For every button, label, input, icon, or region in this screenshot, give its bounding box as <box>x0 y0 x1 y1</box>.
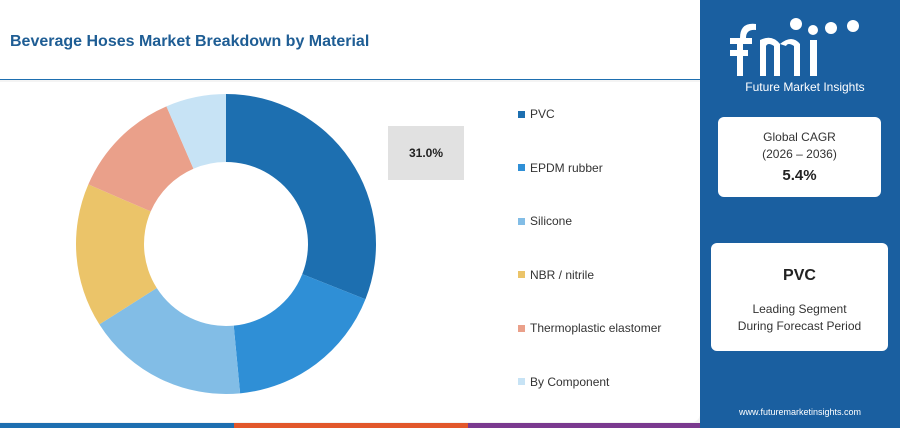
donut-slice-1 <box>226 94 376 300</box>
website-link[interactable]: www.futuremarketinsights.com <box>738 407 862 417</box>
legend-swatch <box>518 378 525 385</box>
legend-item: Thermoplastic elastomer <box>518 320 661 336</box>
legend-item: By Component <box>518 374 609 390</box>
legend-label: PVC <box>530 107 555 121</box>
highlight-value-box: 31.0% <box>388 126 464 180</box>
donut-slice-3 <box>99 287 241 394</box>
legend-swatch <box>518 110 525 118</box>
legend-swatch <box>518 217 525 225</box>
legend-item: NBR / nitrile <box>518 267 594 283</box>
legend-label: NBR / nitrile <box>530 267 595 282</box>
cagr-card: Global CAGR (2026 – 2036) 5.4% <box>718 117 881 197</box>
donut-slice-2 <box>233 274 366 394</box>
cagr-value: 5.4% <box>782 167 817 184</box>
donut-slice-4 <box>76 184 157 325</box>
fmi-logo-icon <box>730 18 859 76</box>
legend-item: Silicone <box>518 213 572 229</box>
chart-panel <box>0 82 700 422</box>
legend-label: Silicone <box>530 214 573 228</box>
donut-slice-5 <box>88 106 194 212</box>
cagr-label-line2: (2026 – 2036) <box>762 147 837 161</box>
leading-label-line2: During Forecast Period <box>737 319 862 333</box>
leading-label-line1: Leading Segment <box>752 302 847 316</box>
brand-panel <box>700 0 900 428</box>
legend-label: EPDM rubber <box>530 160 603 175</box>
legend-label: By Component <box>530 374 610 389</box>
brand-tagline: Future Market Insights <box>745 80 865 94</box>
legend-swatch <box>518 324 525 332</box>
highlight-value: 31.0% <box>408 146 444 160</box>
leading-segment-label: Leading Segment During Forecast Period <box>711 301 888 335</box>
donut-chart <box>76 94 376 394</box>
page-title: Beverage Hoses Market Breakdown by Mater… <box>10 33 370 50</box>
legend-swatch <box>518 271 525 278</box>
leading-segment-name: PVC <box>783 267 816 284</box>
title-bar: Beverage Hoses Market Breakdown by Mater… <box>0 0 700 80</box>
cagr-label: Global CAGR (2026 – 2036) <box>718 129 881 163</box>
legend-label: Thermoplastic elastomer <box>530 321 662 335</box>
legend-swatch <box>518 164 525 171</box>
bottom-bar-segment-1 <box>0 423 234 428</box>
cagr-label-line1: Global CAGR <box>763 130 836 144</box>
leading-segment-card: PVC Leading Segment During Forecast Peri… <box>711 243 888 351</box>
legend-item: EPDM rubber <box>518 160 603 176</box>
bottom-bar-segment-2 <box>234 423 468 428</box>
bottom-bar-segment-3 <box>468 423 700 428</box>
donut-slice-6 <box>166 94 226 169</box>
legend-item: PVC <box>518 106 555 122</box>
